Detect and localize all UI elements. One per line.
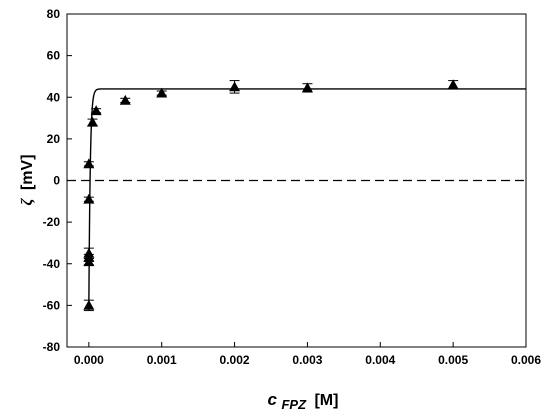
data-point bbox=[83, 247, 95, 260]
fit-curve-layer bbox=[88, 88, 526, 306]
triangle-marker bbox=[229, 81, 241, 92]
data-point bbox=[83, 299, 95, 312]
x-axis-symbol: c bbox=[268, 390, 278, 409]
triangle-marker bbox=[83, 158, 95, 169]
data-point bbox=[87, 116, 98, 127]
y-tick-label: 20 bbox=[47, 132, 61, 146]
y-axis-unit: [mV] bbox=[19, 154, 36, 190]
y-tick-label: 60 bbox=[47, 49, 61, 63]
x-tick-label: 0.005 bbox=[438, 353, 468, 367]
x-axis-subscript: FPZ bbox=[281, 397, 307, 412]
y-tick-label: -20 bbox=[43, 215, 61, 229]
data-point bbox=[447, 79, 459, 90]
y-tick-label: 0 bbox=[53, 174, 60, 188]
x-tick-label: 0.002 bbox=[220, 353, 250, 367]
y-tick-label: -80 bbox=[43, 340, 61, 354]
y-axis-title: ζ [mV] bbox=[19, 154, 36, 205]
triangle-marker bbox=[119, 94, 131, 105]
triangle-marker bbox=[301, 82, 313, 93]
triangle-marker bbox=[90, 105, 102, 116]
fit-curve bbox=[88, 88, 526, 306]
data-point bbox=[83, 193, 95, 204]
y-tick-label: -40 bbox=[43, 257, 61, 271]
triangle-marker bbox=[83, 247, 95, 258]
triangle-marker bbox=[83, 193, 95, 204]
x-tick-label: 0.006 bbox=[511, 353, 541, 367]
x-axis-unit: [M] bbox=[314, 392, 338, 409]
triangle-marker bbox=[156, 87, 168, 98]
data-point bbox=[156, 87, 168, 98]
y-tick-label: 40 bbox=[47, 90, 61, 104]
triangle-marker bbox=[87, 116, 98, 127]
triangle-marker bbox=[447, 79, 459, 90]
data-point bbox=[229, 80, 241, 94]
y-tick-label: 80 bbox=[47, 7, 61, 21]
data-points-layer bbox=[83, 79, 459, 312]
x-tick-label: 0.001 bbox=[147, 353, 177, 367]
x-axis-ticks: 0.000 0.001 0.002 0.003 0.004 0.005 0.006 bbox=[74, 342, 541, 367]
x-tick-label: 0.000 bbox=[74, 353, 104, 367]
data-point bbox=[83, 158, 95, 169]
data-point bbox=[301, 82, 313, 93]
triangle-marker bbox=[83, 299, 95, 310]
y-axis-symbol: ζ bbox=[19, 198, 36, 206]
x-axis-title: c FPZ [M] bbox=[268, 390, 339, 413]
data-point bbox=[90, 105, 102, 116]
x-tick-label: 0.003 bbox=[292, 353, 322, 367]
y-tick-label: -60 bbox=[43, 298, 61, 312]
x-tick-label: 0.004 bbox=[365, 353, 395, 367]
data-point bbox=[119, 94, 131, 105]
y-axis-ticks: -80 -60 -40 -20 0 20 40 60 80 bbox=[43, 7, 72, 354]
